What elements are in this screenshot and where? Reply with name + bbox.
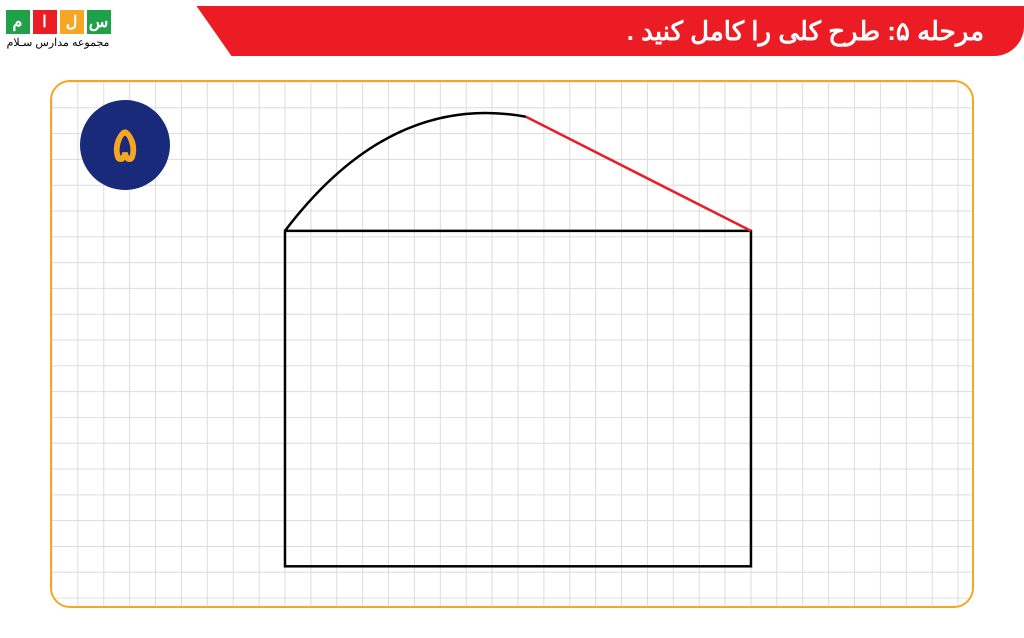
step-badge: ۵ [80, 100, 170, 190]
header: مرحله ۵: طرح کلی را کامل کنید . مالس مجم… [0, 0, 1024, 60]
step-number: ۵ [112, 117, 138, 173]
drawing-canvas [50, 80, 974, 608]
page-title: مرحله ۵: طرح کلی را کامل کنید . [627, 16, 984, 47]
logo: مالس مجموعه مدارس سـلام [0, 6, 140, 49]
logo-box: ا [33, 10, 57, 34]
logo-box: م [6, 10, 30, 34]
logo-boxes: مالس [6, 10, 111, 34]
logo-box: س [87, 10, 111, 34]
logo-box: ل [60, 10, 84, 34]
diagram-svg [52, 82, 972, 606]
title-banner: مرحله ۵: طرح کلی را کامل کنید . [174, 6, 1024, 56]
logo-tagline: مجموعه مدارس سـلام [7, 36, 110, 49]
grid-layer [52, 82, 972, 606]
